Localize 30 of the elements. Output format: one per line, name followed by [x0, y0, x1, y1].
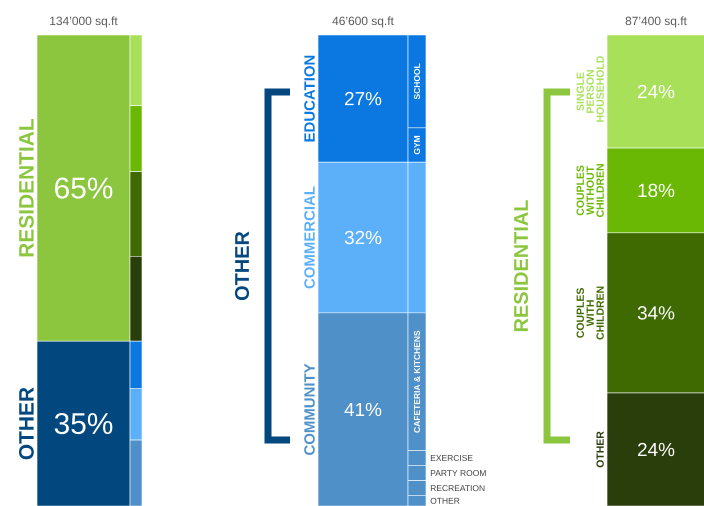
- text: RESIDENTIAL: [514, 200, 528, 332]
- series-label: EXERCISE: [430, 454, 473, 461]
- data-label: 32%: [344, 230, 382, 244]
- chart-title: 46’600 sq.ft: [332, 16, 394, 28]
- data-label: 65%: [55, 177, 112, 199]
- text: OTHER: [234, 232, 250, 300]
- data-label: 24%: [638, 442, 674, 456]
- text: RESIDENTIAL: [18, 118, 34, 256]
- series-label: GYM: [414, 136, 420, 154]
- chart-title: 134’000 sq.ft: [50, 16, 118, 28]
- data-label: 35%: [54, 412, 112, 434]
- data-label: 24%: [638, 84, 674, 98]
- text: SINGLE PERSON HOUSEHOLD: [576, 56, 604, 122]
- series-label: PARTY ROOM: [430, 470, 486, 476]
- series-label: CAFETERIA & KITCHENS: [414, 330, 420, 433]
- data-label: 41%: [344, 402, 382, 416]
- text: EDUCATION: [304, 56, 315, 142]
- text: COUPLES WITH CHILDREN: [576, 286, 604, 340]
- data-label: 27%: [345, 92, 382, 106]
- text: COMMERCIAL: [304, 186, 315, 288]
- text: COUPLES WITHOUT CHILDREN: [576, 164, 604, 218]
- text: OTHER: [18, 387, 34, 460]
- series-label: RECREATION: [430, 485, 484, 492]
- data-label: 18%: [638, 184, 674, 198]
- data-label: 34%: [638, 306, 674, 320]
- series-label: OTHER: [430, 498, 460, 504]
- text: COMMUNITY: [304, 364, 315, 455]
- series-label: SCHOOL: [414, 64, 420, 100]
- text: OTHER: [596, 431, 604, 468]
- chart-title: 87’400 sq.ft: [626, 16, 687, 28]
